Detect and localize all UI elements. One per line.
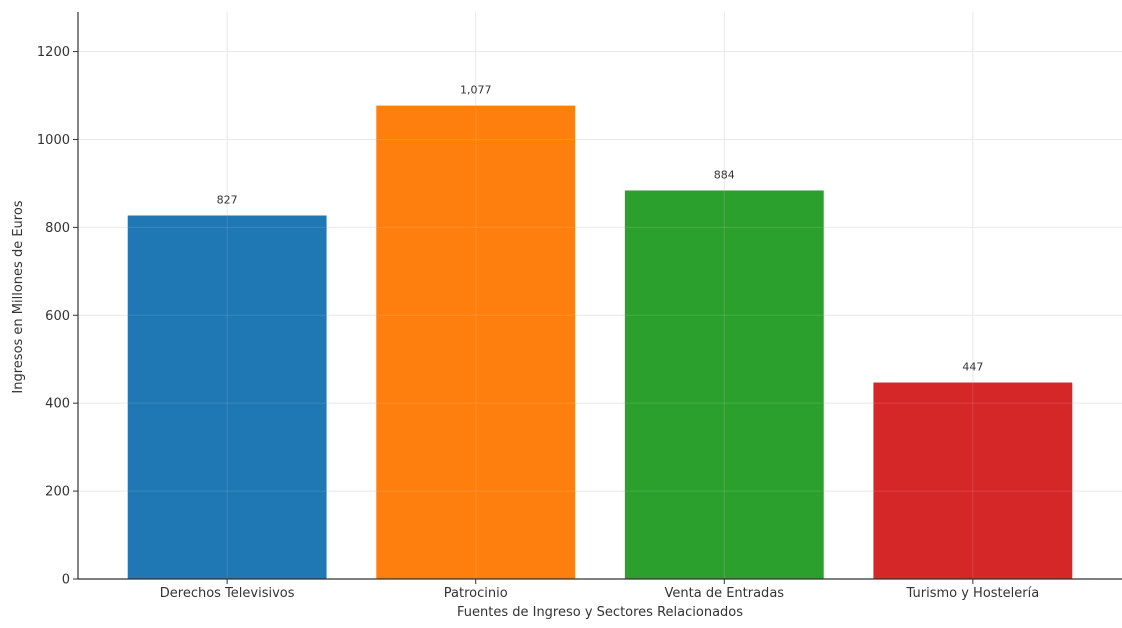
bar: [624, 190, 824, 579]
x-tick-label: Venta de Entradas: [665, 586, 785, 601]
bar-value-label: 884: [714, 168, 735, 181]
x-tick-label: Patrocinio: [444, 586, 508, 601]
bar-value-label: 827: [217, 194, 238, 207]
bar: [873, 382, 1073, 579]
bar-value-label: 1,077: [460, 84, 492, 97]
data-labels: 827 1,077 884 447: [217, 84, 984, 374]
y-tick-label: 400: [45, 397, 70, 412]
x-tick-label: Derechos Televisivos: [160, 586, 295, 601]
x-tick-label: Turismo y Hostelería: [906, 586, 1040, 601]
x-axis-title: Fuentes de Ingreso y Sectores Relacionad…: [457, 605, 743, 620]
bar: [376, 105, 576, 579]
y-tick-label: 0: [62, 573, 70, 588]
y-tick-label: 200: [45, 485, 70, 500]
y-tick-label: 800: [45, 221, 70, 236]
bar-value-label: 447: [962, 361, 983, 374]
y-tick-label: 1000: [37, 133, 70, 148]
axes: 0 200 400 600 800 1000 1200 Derechos Televisivo…: [37, 12, 1122, 601]
bars: [78, 12, 1122, 580]
y-tick-label: 600: [45, 309, 70, 324]
y-tick-label: 1200: [37, 45, 70, 60]
y-axis-title: Ingresos en Millones de Euros: [11, 200, 26, 393]
bar: [127, 215, 327, 580]
